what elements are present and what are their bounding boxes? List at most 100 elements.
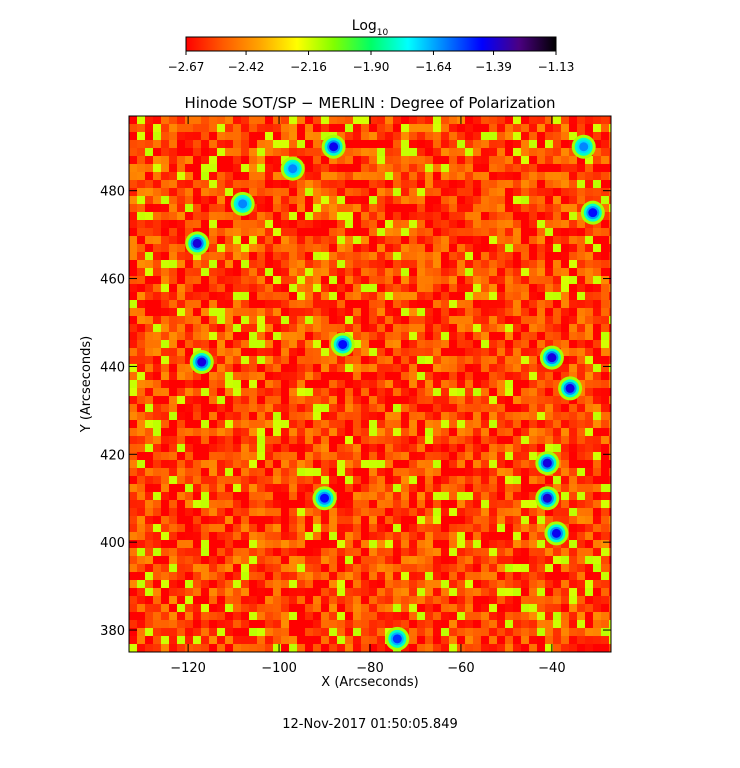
heatmap-cell	[313, 540, 321, 548]
heatmap-cell	[249, 636, 257, 644]
heatmap-cell	[481, 148, 489, 156]
heatmap-cell	[345, 620, 353, 628]
heatmap-cell	[281, 340, 289, 348]
heatmap-cell	[217, 332, 225, 340]
heatmap-cell	[513, 596, 521, 604]
heatmap-cell	[297, 572, 305, 580]
heatmap-cell	[537, 244, 545, 252]
heatmap-cell	[305, 308, 313, 316]
heatmap-cell	[313, 620, 321, 628]
heatmap-cell	[601, 276, 609, 284]
heatmap-cell	[297, 220, 305, 228]
heatmap-cell	[225, 436, 233, 444]
heatmap-cell	[185, 468, 193, 476]
heatmap-cell	[345, 116, 353, 124]
heatmap-cell	[545, 620, 553, 628]
heatmap-cell	[449, 172, 457, 180]
heatmap-cell	[561, 484, 569, 492]
heatmap-cell	[433, 476, 441, 484]
heatmap-cell	[417, 556, 425, 564]
heatmap-cell	[401, 500, 409, 508]
heatmap-cell	[257, 372, 265, 380]
heatmap-cell	[177, 204, 185, 212]
heatmap-cell	[537, 372, 545, 380]
heatmap-cell	[521, 180, 529, 188]
heatmap-cell	[473, 244, 481, 252]
heatmap-cell	[441, 612, 449, 620]
heatmap-cell	[161, 300, 169, 308]
heatmap-cell	[209, 124, 217, 132]
heatmap-cell	[209, 484, 217, 492]
heatmap-cell	[497, 460, 505, 468]
heatmap-cell	[497, 572, 505, 580]
heatmap-cell	[393, 428, 401, 436]
heatmap-cell	[489, 396, 497, 404]
heatmap-cell	[609, 444, 611, 452]
heatmap-cell	[361, 468, 369, 476]
heatmap-cell	[393, 388, 401, 396]
heatmap-cell	[393, 436, 401, 444]
heatmap-cell	[313, 516, 321, 524]
heatmap-cell	[513, 228, 521, 236]
heatmap-cell	[465, 644, 473, 652]
heatmap-cell	[401, 548, 409, 556]
heatmap-cell	[297, 332, 305, 340]
heatmap-cell	[313, 596, 321, 604]
heatmap-cell	[353, 156, 361, 164]
heatmap-cell	[329, 436, 337, 444]
heatmap-cell	[409, 148, 417, 156]
heatmap-cell	[601, 604, 609, 612]
heatmap-cell	[433, 164, 441, 172]
heatmap-cell	[265, 388, 273, 396]
heatmap-cell	[209, 620, 217, 628]
heatmap-cell	[457, 524, 465, 532]
heatmap-cell	[545, 132, 553, 140]
heatmap-cell	[529, 524, 537, 532]
heatmap-cell	[273, 468, 281, 476]
heatmap-cell	[593, 276, 601, 284]
heatmap-cell	[201, 372, 209, 380]
heatmap-cell	[433, 156, 441, 164]
heatmap-cell	[513, 364, 521, 372]
heatmap-cell	[233, 324, 241, 332]
heatmap-cell	[457, 212, 465, 220]
heatmap-cell	[257, 244, 265, 252]
polarization-feature	[321, 134, 346, 159]
heatmap-cell	[201, 316, 209, 324]
heatmap-cell	[473, 524, 481, 532]
heatmap-cell	[489, 460, 497, 468]
heatmap-cell	[537, 380, 545, 388]
heatmap-cell	[553, 468, 561, 476]
heatmap-cell	[321, 452, 329, 460]
heatmap-cell	[553, 300, 561, 308]
heatmap-cell	[305, 124, 313, 132]
heatmap-cell	[337, 364, 345, 372]
heatmap-cell	[401, 220, 409, 228]
heatmap-cell	[265, 612, 273, 620]
heatmap-cell	[225, 596, 233, 604]
heatmap-cell	[521, 212, 529, 220]
heatmap-cell	[137, 140, 145, 148]
heatmap-cell	[217, 364, 225, 372]
heatmap-cell	[449, 188, 457, 196]
heatmap-cell	[329, 476, 337, 484]
heatmap-cell	[249, 612, 257, 620]
heatmap-cell	[289, 324, 297, 332]
heatmap-cell	[177, 476, 185, 484]
heatmap-cell	[393, 556, 401, 564]
heatmap-cell	[161, 324, 169, 332]
heatmap-cell	[161, 452, 169, 460]
heatmap-cell	[217, 436, 225, 444]
heatmap-cell	[529, 276, 537, 284]
heatmap-cell	[449, 148, 457, 156]
heatmap-cell	[537, 172, 545, 180]
polarization-feature	[535, 451, 560, 476]
heatmap-cell	[481, 620, 489, 628]
heatmap-cell	[225, 228, 233, 236]
heatmap-cell	[569, 268, 577, 276]
heatmap-cell	[441, 596, 449, 604]
heatmap-cell	[177, 236, 185, 244]
heatmap-cell	[553, 260, 561, 268]
heatmap-cell	[425, 452, 433, 460]
heatmap-cell	[449, 308, 457, 316]
